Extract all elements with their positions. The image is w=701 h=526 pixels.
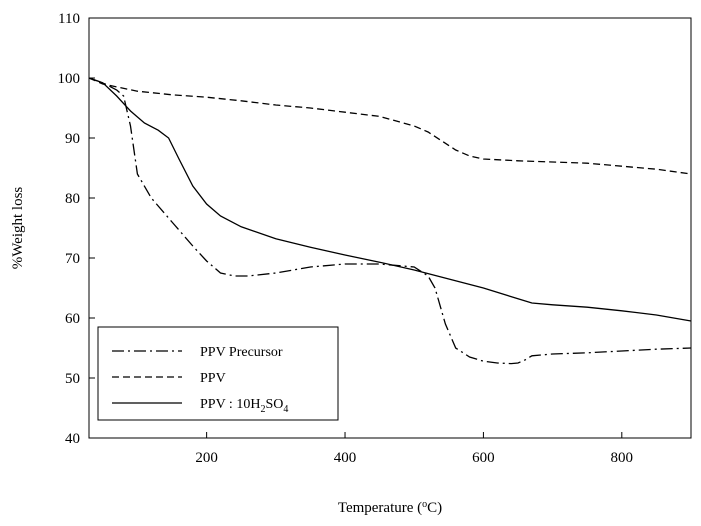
x-axis-title-unit: C) xyxy=(427,500,442,516)
legend-label-ppv-h2so4-sub: 2 xyxy=(260,404,265,415)
series-line-2 xyxy=(88,77,692,322)
legend-label-ppv-h2so4-sub2: 4 xyxy=(283,404,288,415)
series-line-0 xyxy=(88,77,692,365)
y-tick-label: 70 xyxy=(65,251,80,267)
series-line-1 xyxy=(88,77,692,175)
x-tick-label: 200 xyxy=(195,450,218,466)
legend-label-ppv-precursor: PPV Precursor xyxy=(200,345,283,360)
y-tick-label: 60 xyxy=(65,311,80,327)
series-layer xyxy=(88,77,692,365)
ticks-layer: 40 50 60 70 80 90 100 110 200 400 600 800 xyxy=(58,11,634,466)
y-tick-label: 80 xyxy=(65,191,80,207)
y-tick-label: 100 xyxy=(58,71,81,87)
legend-label-ppv-h2so4: PPV : 10H2SO4 xyxy=(200,397,288,415)
y-tick-label: 90 xyxy=(65,131,80,147)
legend-label-ppv-h2so4-main: PPV : 10H xyxy=(200,397,260,412)
legend-box xyxy=(97,326,339,421)
x-tick-label: 800 xyxy=(611,450,634,466)
legend: PPV Precursor PPV PPV : 10H2SO4 xyxy=(97,326,339,421)
y-tick-label: 110 xyxy=(58,11,80,27)
x-axis-title-degree: o xyxy=(422,499,427,510)
x-axis-title: Temperature (oC) xyxy=(338,499,442,517)
x-axis-title-main: Temperature ( xyxy=(338,500,422,516)
legend-label-ppv-h2so4-mid: SO xyxy=(265,397,283,412)
plot-frame xyxy=(88,17,692,439)
y-tick-label: 40 xyxy=(65,431,80,447)
y-axis-title: %Weight loss xyxy=(10,187,26,270)
x-tick-label: 400 xyxy=(334,450,357,466)
x-tick-label: 600 xyxy=(472,450,495,466)
plot-area-border xyxy=(88,17,692,439)
y-tick-label: 50 xyxy=(65,371,80,387)
legend-label-ppv: PPV xyxy=(200,371,226,386)
